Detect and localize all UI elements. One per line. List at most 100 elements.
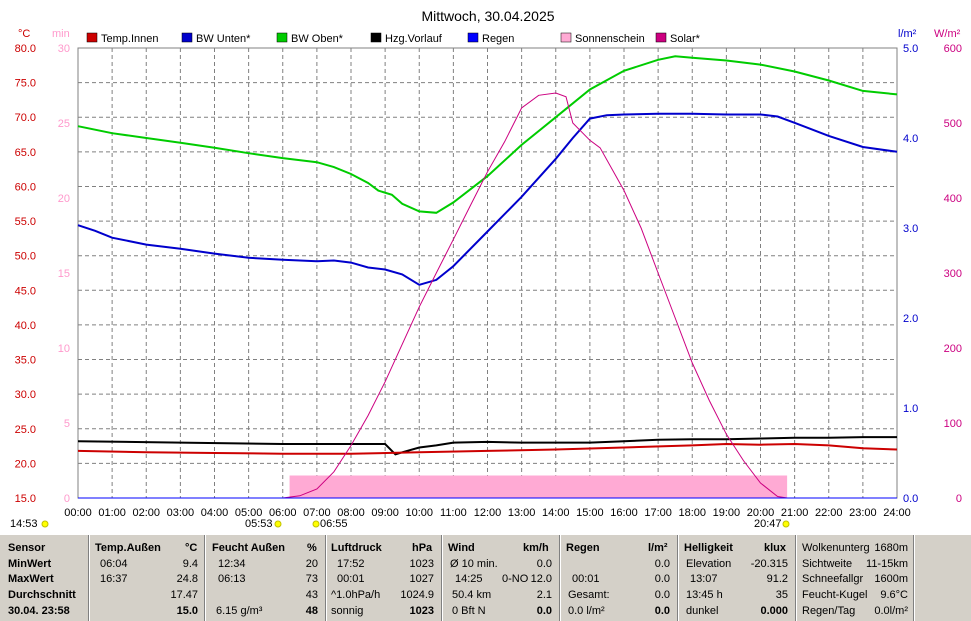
legend-label: Sonnenschein	[575, 33, 645, 45]
druck-min-time: 17:52	[337, 558, 365, 570]
regen-max-val: 0.0	[654, 573, 670, 585]
druck-avg: 1024.9	[400, 589, 434, 601]
time-marker: 20:47	[754, 518, 782, 530]
y-tick-temp: 70.0	[15, 112, 36, 124]
x-tick: 12:00	[474, 507, 502, 519]
hell-current: 0.000	[760, 605, 788, 617]
y-tick-temp: 15.0	[15, 493, 36, 505]
y-tick-temp: 55.0	[15, 216, 36, 228]
legend-swatch	[655, 32, 667, 43]
x-tick: 18:00	[678, 507, 706, 519]
wolken-v5: 0.0l/m²	[874, 605, 908, 617]
wind-dist: 50.4 km	[452, 589, 492, 601]
unit-rain: l/m²	[898, 28, 917, 40]
y-tick-min: 10	[58, 343, 70, 355]
druck-max-time: 00:01	[337, 573, 365, 585]
legend-label: Solar*	[670, 33, 701, 45]
y-tick-solar: 0	[956, 493, 962, 505]
temp-current: 15.0	[176, 605, 198, 617]
feucht-abs: 6.15 g/m³	[216, 605, 263, 617]
sun-icon	[782, 520, 790, 528]
regen-gesamt-val: 0.0	[654, 589, 670, 601]
regen-val1: 0.0	[654, 558, 670, 570]
sensor-header: Sensor	[8, 542, 46, 554]
time-markers: 14:53 05:53 06:55 20:47	[10, 518, 790, 530]
y-tick-solar: 100	[944, 418, 962, 430]
druck-current: 1023	[409, 605, 434, 617]
x-tick: 10:00	[405, 507, 433, 519]
wolken-v1: 1680m	[874, 542, 908, 554]
wind-current: 0.0	[536, 605, 552, 617]
y-tick-temp: 50.0	[15, 251, 36, 263]
regen-gesamt-label: Gesamt:	[568, 589, 610, 601]
sun-icon	[274, 520, 282, 528]
weather-chart: Mittwoch, 30.04.2025 Temp.Innen BW Unten*…	[10, 8, 962, 530]
regen-today: 0.0 l/m²	[568, 605, 605, 617]
x-tick: 19:00	[713, 507, 741, 519]
legend-swatch	[560, 32, 572, 43]
legend: Temp.Innen BW Unten* BW Oben* Hzg.Vorlauf Re…	[86, 32, 701, 45]
durchschnitt-label: Durchschnitt	[8, 589, 76, 601]
legend-swatch	[276, 32, 288, 43]
y-tick-min: 5	[64, 418, 70, 430]
temp-max-val: 24.8	[176, 573, 198, 585]
feucht-current: 48	[305, 605, 318, 617]
feucht-header: Feucht Außen	[212, 542, 285, 554]
druck-header: Luftdruck	[331, 542, 382, 554]
y-tick-temp: 45.0	[15, 285, 36, 297]
x-tick: 16:00	[610, 507, 638, 519]
legend-swatch	[181, 32, 193, 43]
x-tick: 14:00	[542, 507, 570, 519]
wind-header: Wind	[448, 542, 475, 554]
sunshine-bar	[289, 475, 788, 498]
chart-title: Mittwoch, 30.04.2025	[421, 8, 554, 24]
y-tick-temp: 80.0	[15, 43, 36, 55]
time-marker: 14:53	[10, 518, 38, 530]
x-tick: 24:00	[883, 507, 911, 519]
wolken-v3: 1600m	[874, 573, 908, 585]
wolken-v4: 9.6°C	[880, 589, 908, 601]
wind-dist-val: 2.1	[536, 589, 552, 601]
y-tick-solar: 300	[944, 268, 962, 280]
wind-unit: km/h	[523, 542, 549, 554]
y-tick-rain: 2.0	[903, 313, 918, 325]
legend-label: Temp.Innen	[101, 33, 158, 45]
wind-max-dir: 0-NO	[502, 573, 529, 585]
regen-max-time: 00:01	[572, 573, 600, 585]
wind-max-time: 14:25	[455, 573, 483, 585]
druck-trend: ^1.0hPa/h	[331, 589, 381, 601]
hell-elev-val: -20.315	[750, 558, 788, 570]
regen-unit: l/m²	[648, 542, 668, 554]
series-line	[77, 112, 898, 286]
temp-header: Temp.Außen	[95, 542, 161, 554]
sunshine-bars	[289, 475, 788, 498]
x-tick: 01:00	[98, 507, 126, 519]
y-tick-rain: 0.0	[903, 493, 918, 505]
axes: 80.075.070.065.060.055.050.045.040.035.0…	[15, 28, 962, 519]
x-tick: 04:00	[201, 507, 229, 519]
wind-max-val: 12.0	[530, 573, 552, 585]
series-line	[77, 436, 897, 456]
legend-label: BW Oben*	[291, 33, 344, 45]
hell-max-val: 91.2	[766, 573, 788, 585]
x-tick: 13:00	[508, 507, 536, 519]
y-tick-min: 15	[58, 268, 70, 280]
hell-sun-val: 35	[775, 589, 788, 601]
wolken-v2: 11-15km	[866, 558, 908, 570]
legend-label: Hzg.Vorlauf	[385, 33, 443, 45]
wind-bft: 0 Bft N	[452, 605, 486, 617]
y-tick-solar: 600	[944, 43, 962, 55]
x-tick: 09:00	[371, 507, 399, 519]
temp-max-time: 16:37	[100, 573, 128, 585]
druck-state: sonnig	[331, 605, 364, 617]
time-marker: 06:55	[320, 518, 348, 530]
temp-unit: °C	[185, 542, 198, 554]
series-lines	[77, 55, 898, 499]
legend-label: Regen	[482, 33, 514, 45]
x-tick: 07:00	[303, 507, 331, 519]
time-marker: 05:53	[245, 518, 273, 530]
x-tick: 11:00	[440, 507, 467, 519]
x-tick: 00:00	[64, 507, 92, 519]
y-tick-solar: 200	[944, 343, 962, 355]
wolken-l1: Wolkenunterg	[802, 542, 870, 554]
